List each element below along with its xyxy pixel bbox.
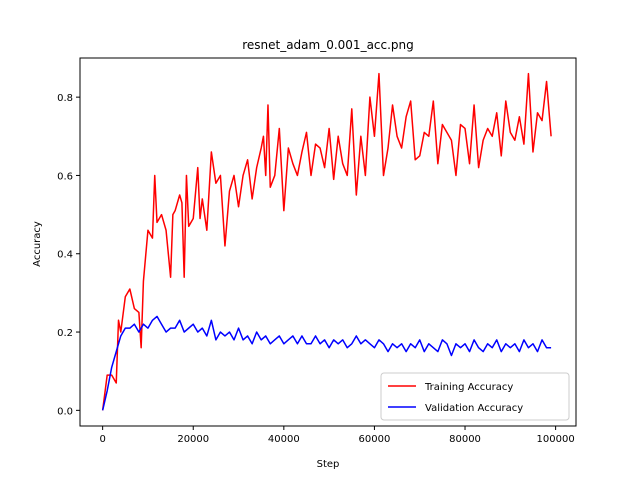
- y-tick-label: 0.8: [57, 93, 73, 104]
- chart-title: resnet_adam_0.001_acc.png: [242, 38, 414, 52]
- y-tick-label: 0.6: [57, 171, 73, 182]
- y-tick-label: 0.2: [57, 328, 73, 339]
- axes-frame: [79, 57, 577, 427]
- x-tick-label: 20000: [177, 434, 209, 445]
- legend: Training Accuracy Validation Accuracy: [380, 372, 570, 421]
- x-tick-label: 60000: [359, 434, 391, 445]
- x-tick-label: 0: [99, 434, 105, 445]
- legend-box: [380, 372, 570, 421]
- x-tick-label: 80000: [449, 434, 481, 445]
- y-axis-ticks: 0.0 0.2 0.4 0.6 0.8: [57, 93, 80, 417]
- y-tick-label: 0.4: [57, 250, 73, 261]
- legend-entry: Validation Accuracy: [425, 403, 523, 414]
- x-axis-ticks: 0 20000 40000 60000 80000 100000: [99, 426, 575, 445]
- x-axis-label: Step: [317, 459, 340, 470]
- series-line-validation: [101, 315, 552, 411]
- series-line-training: [101, 72, 552, 411]
- x-tick-label: 40000: [268, 434, 300, 445]
- plot-area: [101, 72, 552, 411]
- x-tick-label: 100000: [537, 434, 575, 445]
- y-tick-label: 0.0: [57, 406, 73, 417]
- y-axis-label: Accuracy: [32, 221, 43, 267]
- legend-entry: Training Accuracy: [424, 382, 513, 393]
